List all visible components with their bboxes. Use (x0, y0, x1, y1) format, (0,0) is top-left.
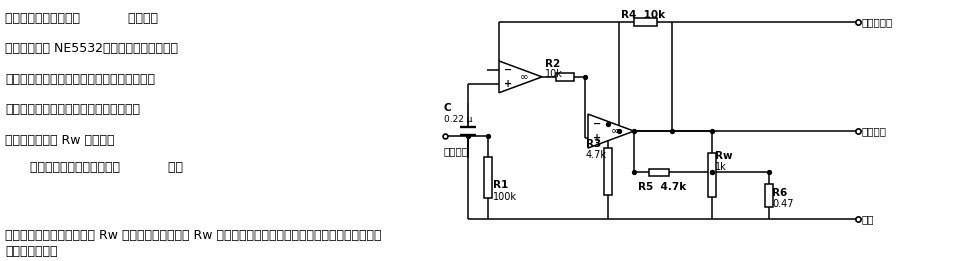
Text: 入缓冲，另一只用作同相输入混合放大器，将: 入缓冲，另一只用作同相输入混合放大器，将 (5, 73, 155, 86)
Bar (765, 184, 773, 207)
Text: ∞: ∞ (521, 72, 529, 82)
Text: R1: R1 (493, 180, 508, 190)
Text: 出的方式连接，调节电位器 Rw 使音质最佳，然后将 Rw 调至稍低于最佳状态的位置，给系统的稳定工作留: 出的方式连接，调节电位器 Rw 使音质最佳，然后将 Rw 调至稍低于最佳状态的位… (5, 229, 382, 242)
Bar (649, 169, 669, 176)
Text: 4.7k: 4.7k (586, 150, 607, 159)
Text: R3: R3 (586, 139, 602, 149)
Text: 0.22 μ: 0.22 μ (444, 115, 472, 124)
Text: 放，反馈量可由 Rw 来调节。: 放，反馈量可由 Rw 来调节。 (5, 134, 115, 147)
Text: R2: R2 (545, 59, 560, 69)
Bar (708, 153, 716, 197)
Text: 下一定的余地。: 下一定的余地。 (5, 245, 58, 258)
Text: 100k: 100k (493, 192, 517, 202)
Text: 接低音功放: 接低音功放 (862, 17, 894, 27)
Text: 负阻驱动模块电路见图            所示。电: 负阻驱动模块电路见图 所示。电 (5, 12, 158, 25)
Bar (484, 157, 492, 198)
Text: Rw: Rw (715, 151, 733, 161)
Text: −: − (503, 65, 512, 75)
Text: 该电路制作完成后，可按图            中标: 该电路制作完成后，可按图 中标 (30, 161, 183, 174)
Text: +: + (593, 133, 602, 143)
Text: R5  4.7k: R5 4.7k (638, 182, 686, 192)
Text: R4  10k: R4 10k (621, 10, 665, 20)
Bar (634, 18, 657, 26)
Text: 接扬声器: 接扬声器 (862, 126, 887, 136)
Text: 接地: 接地 (862, 214, 874, 224)
Text: R6: R6 (772, 188, 788, 198)
Text: 10k: 10k (545, 69, 563, 79)
Bar (556, 73, 574, 81)
Text: −: − (593, 119, 602, 129)
Text: 路采用双运放 NE5532，其中一只运放用作输: 路采用双运放 NE5532，其中一只运放用作输 (5, 42, 178, 55)
Text: +: + (503, 79, 512, 88)
Text: 低音输入: 低音输入 (443, 146, 468, 156)
Text: 一小部分反馈信号加到主信号上去推动功: 一小部分反馈信号加到主信号上去推动功 (5, 104, 140, 116)
Text: C: C (444, 104, 451, 114)
Text: 0.47: 0.47 (772, 199, 793, 209)
Polygon shape (499, 61, 542, 93)
Text: ∞: ∞ (610, 126, 619, 136)
Bar (604, 148, 612, 195)
Text: 1k: 1k (715, 162, 727, 172)
Polygon shape (588, 114, 634, 148)
